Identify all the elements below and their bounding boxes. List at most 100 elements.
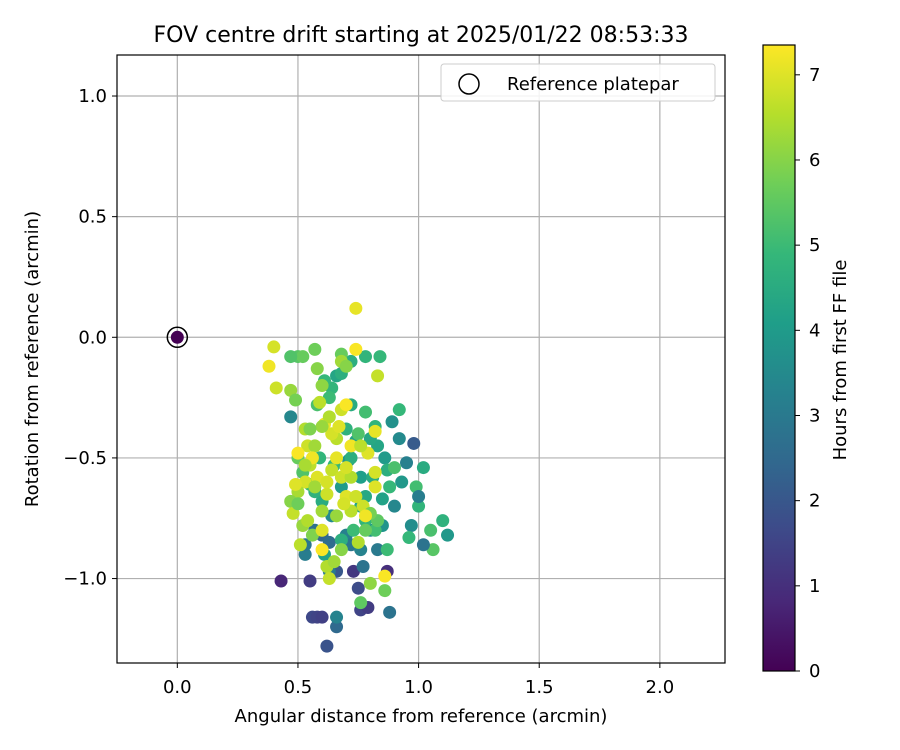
data-point	[412, 499, 426, 513]
data-point	[320, 475, 334, 489]
data-point	[373, 350, 387, 364]
data-point	[371, 543, 385, 557]
data-point	[325, 463, 339, 477]
data-point	[392, 432, 406, 446]
data-point	[334, 470, 348, 484]
data-point	[330, 620, 344, 634]
data-point	[322, 572, 336, 586]
x-tick-label: 1.5	[525, 677, 554, 698]
data-point	[301, 514, 315, 528]
data-point	[262, 359, 276, 373]
data-point	[310, 362, 324, 376]
data-point	[315, 523, 329, 537]
data-point	[368, 480, 382, 494]
reference-platepar-marker	[166, 326, 189, 349]
data-point	[308, 480, 322, 494]
plot-frame	[116, 54, 726, 664]
data-point	[315, 610, 329, 624]
data-point	[349, 342, 363, 356]
data-point	[385, 415, 399, 429]
data-point	[291, 497, 305, 511]
data-point	[322, 391, 336, 405]
legend: Reference platepar	[440, 63, 716, 102]
data-point	[330, 451, 344, 465]
data-point	[436, 514, 450, 528]
data-point	[334, 480, 348, 494]
data-point	[344, 470, 358, 484]
y-tick-label: −0.5	[63, 448, 107, 469]
data-point	[351, 427, 365, 441]
y-axis-label: Rotation from reference (arcmin)	[22, 211, 43, 507]
colorbar-label: Hours from first FF file	[830, 260, 851, 461]
data-point	[387, 499, 401, 513]
data-point	[339, 461, 353, 475]
data-point	[313, 395, 327, 409]
colorbar-tick-label: 2	[809, 491, 820, 512]
colorbar-tick-label: 6	[809, 150, 820, 171]
data-point	[289, 393, 303, 407]
data-point	[284, 383, 298, 397]
data-point	[359, 350, 373, 364]
data-point	[337, 497, 351, 511]
data-point	[351, 581, 365, 595]
data-point	[286, 506, 300, 520]
data-point	[356, 559, 370, 573]
data-point	[416, 538, 430, 552]
data-point	[363, 576, 377, 590]
data-point	[424, 523, 438, 537]
data-point	[344, 439, 358, 453]
x-tick-label: 1.0	[404, 677, 433, 698]
data-point	[298, 458, 312, 472]
data-point	[320, 487, 334, 501]
data-point	[339, 359, 353, 373]
data-point	[354, 439, 368, 453]
colorbar-tick-label: 0	[809, 661, 820, 682]
data-point	[404, 518, 418, 532]
data-point	[322, 410, 336, 424]
data-point	[359, 405, 373, 419]
data-point	[315, 420, 329, 434]
data-point	[332, 420, 346, 434]
data-point	[330, 509, 344, 523]
data-point	[267, 340, 281, 354]
data-point	[368, 465, 382, 479]
data-point	[298, 547, 312, 561]
x-tick-label: 2.0	[646, 677, 675, 698]
data-point	[371, 369, 385, 383]
colorbar-tick-label: 7	[809, 65, 820, 86]
data-point	[303, 574, 317, 588]
data-point	[293, 538, 307, 552]
data-point	[296, 350, 310, 364]
data-point	[305, 528, 319, 542]
data-point	[327, 555, 341, 569]
data-point	[315, 504, 329, 518]
data-point	[334, 543, 348, 557]
colorbar-tick-label: 4	[809, 320, 820, 341]
data-points	[166, 301, 455, 653]
data-point	[330, 610, 344, 624]
grid-lines	[117, 55, 725, 663]
data-point	[308, 439, 322, 453]
data-point	[334, 533, 348, 547]
data-point	[351, 535, 365, 549]
legend-box	[440, 63, 716, 102]
data-point	[315, 379, 329, 393]
x-axis-label: Angular distance from reference (arcmin)	[235, 706, 608, 727]
data-point	[354, 596, 368, 610]
data-point	[378, 584, 392, 598]
data-point	[284, 350, 298, 364]
data-point	[378, 451, 392, 465]
data-point	[274, 574, 288, 588]
data-point	[383, 605, 397, 619]
colorbar: 0 1 2 3 4 5 6 7 Hours from first FF file	[762, 44, 851, 682]
data-point	[441, 528, 455, 542]
data-point	[339, 398, 353, 412]
y-tick-label: 0.0	[78, 327, 107, 348]
data-point	[308, 342, 322, 356]
data-point	[375, 492, 389, 506]
x-tick-label: 0.0	[163, 677, 192, 698]
data-point	[359, 509, 373, 523]
data-point	[383, 480, 397, 494]
data-point	[359, 523, 373, 537]
